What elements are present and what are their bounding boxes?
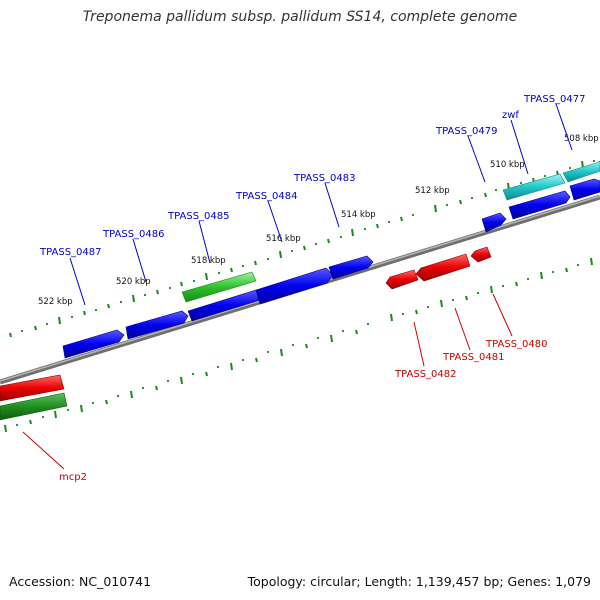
label-tpass-0479: TPASS_0479 — [435, 126, 497, 137]
reverse-tick-track — [4, 257, 593, 433]
gene-tpass-0479[interactable] — [481, 212, 507, 233]
gene-tpass-0481[interactable] — [415, 253, 471, 282]
gene-tpass-0486[interactable] — [125, 310, 189, 340]
gene-tpass-0485[interactable] — [181, 271, 257, 303]
scale-label: 508 kbp — [564, 134, 599, 144]
forward-genes — [62, 160, 600, 359]
scale-label: 512 kbp — [415, 186, 450, 196]
reverse-label-group: TPASS_0482 TPASS_0481 TPASS_0480 mcp2 — [22, 293, 547, 483]
gene-zwf[interactable] — [508, 190, 571, 220]
gene-tpass-0483[interactable] — [328, 255, 374, 280]
map-title: Treponema pallidum subsp. pallidum SS14,… — [82, 9, 518, 25]
scale-label: 516 kbp — [266, 234, 301, 244]
accession-text: Accession: NC_010741 — [9, 574, 152, 589]
gene-tpass-0480[interactable] — [470, 246, 492, 263]
gene-tpass-0477[interactable] — [569, 178, 600, 201]
scale-label: 510 kbp — [490, 160, 525, 170]
label-mcp2: mcp2 — [59, 472, 87, 483]
label-tpass-0487: TPASS_0487 — [39, 247, 101, 258]
gene-tpass-0484[interactable] — [255, 267, 334, 305]
gene-cyan-1[interactable] — [502, 173, 566, 201]
scale-label: 522 kbp — [38, 297, 73, 307]
genome-summary-text: Topology: circular; Length: 1,139,457 bp… — [247, 574, 591, 589]
gene-tpass-0482[interactable] — [385, 269, 419, 290]
label-zwf: zwf — [502, 110, 519, 121]
label-tpass-0484: TPASS_0484 — [235, 191, 297, 202]
reverse-genes — [0, 246, 492, 421]
label-tpass-0485: TPASS_0485 — [167, 211, 229, 222]
label-tpass-0482: TPASS_0482 — [394, 369, 456, 380]
label-tpass-0481: TPASS_0481 — [442, 352, 504, 363]
scale-label: 514 kbp — [341, 210, 376, 220]
scale-label: 520 kbp — [116, 277, 151, 287]
gene-mcp2[interactable] — [0, 374, 65, 402]
gene-cyan-2[interactable] — [562, 160, 600, 183]
label-tpass-0486: TPASS_0486 — [102, 229, 164, 240]
label-tpass-0480: TPASS_0480 — [485, 339, 547, 350]
scale-labels: 522 kbp 520 kbp 518 kbp 516 kbp 514 kbp … — [38, 134, 599, 307]
scale-label: 518 kbp — [191, 256, 226, 266]
label-tpass-0477: TPASS_0477 — [523, 94, 585, 105]
label-tpass-0483: TPASS_0483 — [293, 173, 355, 184]
gene-dark-green[interactable] — [0, 392, 68, 421]
gene-tpass-0487[interactable] — [62, 329, 125, 359]
forward-label-group: TPASS_0487 TPASS_0486 TPASS_0485 TPASS_0… — [39, 94, 585, 306]
